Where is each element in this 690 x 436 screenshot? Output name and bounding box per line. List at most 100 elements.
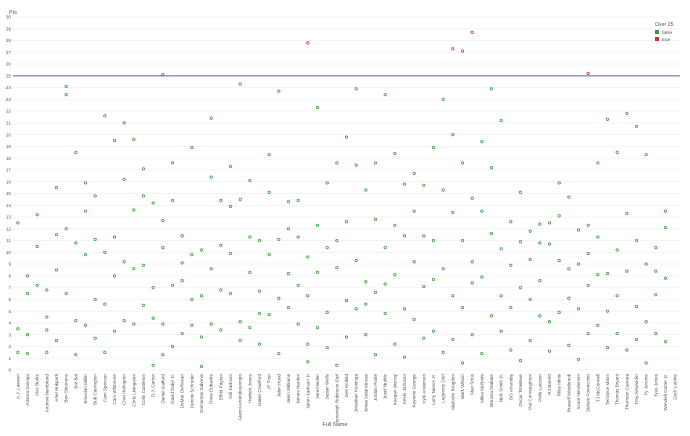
data-point-false [170, 198, 175, 203]
data-point-false [528, 229, 532, 233]
legend: Over 25 false true [655, 22, 674, 43]
data-point-false [267, 190, 271, 194]
data-point-false [509, 263, 513, 267]
data-point-false [547, 320, 552, 324]
data-point-false [576, 307, 581, 311]
data-point-false [663, 209, 668, 213]
data-point-false [64, 93, 68, 97]
data-point-false [74, 353, 78, 357]
data-point-false [141, 194, 146, 198]
data-point-false [383, 93, 387, 97]
y-tick-label: 12 [6, 226, 12, 231]
x-tick-label: Sidnee Fontecchio [586, 374, 591, 412]
data-point-false [141, 303, 146, 307]
y-tick-label: 17 [6, 168, 12, 173]
x-tick-label: Miles McBride [479, 374, 484, 403]
data-point-false [64, 291, 68, 296]
data-point-false [315, 270, 320, 274]
x-tick-label: Kyle Anderson [421, 374, 426, 404]
data-point-false [576, 228, 581, 232]
legend-swatch-true [655, 37, 659, 41]
data-point-false [393, 223, 397, 227]
data-point-false [238, 82, 242, 86]
data-point-false [634, 337, 639, 341]
y-tick-label: 13 [6, 215, 12, 220]
data-point-false [538, 222, 542, 226]
y-tick-label: 22 [6, 109, 12, 114]
data-point-false [615, 248, 619, 252]
y-tick-label: 28 [6, 38, 12, 43]
data-point-false [431, 277, 436, 281]
x-tick-label: Chris Livingston [131, 374, 136, 407]
x-axis-title: Full Name [322, 422, 347, 428]
data-point-false [35, 283, 39, 287]
data-point-false [161, 353, 165, 357]
data-point-false [625, 111, 629, 116]
data-point-false [441, 267, 445, 271]
data-point-false [654, 331, 658, 336]
data-point-false [325, 346, 329, 350]
data-point-false [315, 223, 320, 227]
data-point-false [199, 364, 204, 369]
data-point-false [518, 240, 523, 244]
data-point-false [489, 166, 494, 170]
data-point-false [122, 177, 126, 181]
x-tick-label: Wendell Carter Jr. [663, 374, 668, 411]
data-point-false [286, 227, 291, 231]
data-point-false [306, 294, 310, 298]
x-tick-label: Jonathan Kuminga [354, 374, 359, 413]
data-point-false [383, 246, 387, 250]
y-tick-label: 25 [6, 73, 12, 78]
data-point-false [180, 234, 184, 238]
x-tick-label: DeMar DeRozan [180, 374, 185, 409]
data-point-false [325, 310, 329, 314]
x-tick-label: Max Strus [470, 373, 475, 394]
x-tick-label: A.J. Lawson [15, 374, 20, 399]
data-point-false [567, 296, 571, 300]
data-point-false [83, 253, 88, 257]
data-point-false [141, 263, 146, 267]
data-point-false [625, 348, 629, 352]
data-point-false [528, 257, 532, 261]
data-point-false [538, 241, 542, 245]
data-point-false [54, 233, 59, 237]
x-tick-label: Pat Connaughton [528, 374, 533, 410]
y-tick-label: 16 [6, 179, 12, 184]
data-point-false [257, 289, 262, 293]
x-tick-label: Andrew Nembhard [44, 374, 49, 413]
x-tick-label: Luguentz Dort [441, 373, 446, 403]
data-point-false [296, 235, 300, 239]
data-point-false [383, 282, 387, 286]
data-point-false [296, 283, 300, 287]
data-point-false [132, 137, 136, 141]
data-point-false [286, 200, 291, 204]
data-point-false [151, 363, 155, 367]
data-point-false [190, 146, 194, 150]
data-point-false [315, 106, 320, 110]
x-tick-label: Jonas Valanciunas [363, 373, 368, 412]
x-tick-label: Alec Burks [35, 373, 40, 396]
x-tick-label: David Duke Jr. [170, 374, 175, 404]
data-point-false [422, 183, 426, 187]
x-tick-label: Colin Castleton [141, 374, 146, 406]
data-point-false [422, 284, 426, 289]
data-point-false [228, 164, 233, 169]
data-point-false [596, 323, 600, 327]
data-point-false [644, 320, 648, 324]
x-tick-label: Riley Minix [557, 373, 562, 396]
data-point-false [54, 339, 59, 343]
data-point-false [402, 355, 407, 359]
data-point-false [93, 336, 97, 340]
x-tick-label: Brandon Miller [83, 374, 88, 404]
data-point-false [209, 116, 213, 120]
x-tick-label: Keyonte George [412, 374, 417, 408]
data-point-false [489, 87, 494, 91]
data-point-false [596, 161, 600, 165]
data-point-false [373, 217, 378, 221]
y-tick-label: 14 [6, 203, 12, 208]
data-point-false [170, 161, 175, 165]
data-point-false [161, 322, 165, 326]
y-tick-label: 27 [6, 50, 12, 55]
data-point-false [83, 181, 88, 185]
data-point-false [132, 208, 136, 212]
